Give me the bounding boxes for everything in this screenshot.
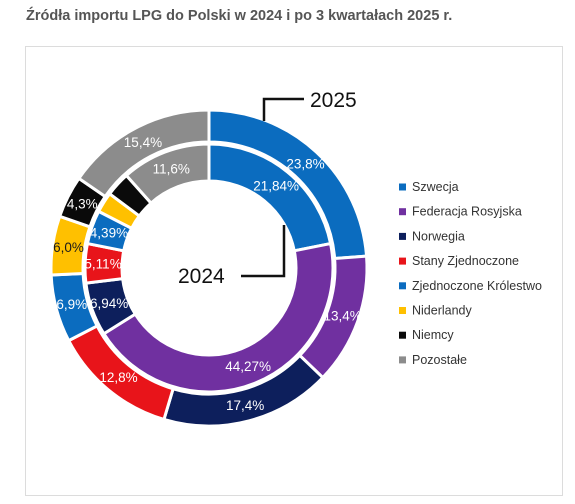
callouts: 2025 2024 bbox=[178, 89, 357, 288]
callout-line-inner bbox=[241, 225, 286, 278]
legend-swatch-niderlandy bbox=[399, 307, 406, 314]
page-title: Źródła importu LPG do Polski w 2024 i po… bbox=[26, 8, 453, 24]
outer-ring-2025 bbox=[49, 108, 369, 428]
legend-swatch-pozostale bbox=[399, 356, 406, 364]
double-donut-chart: 23,8% 13,4% 17,4% 12,8% 6,9% 6,0% 4,3% 15,4% 21,… bbox=[49, 89, 542, 428]
inner-slice-federacja-rosyjska bbox=[102, 242, 335, 394]
inner-label-federacja-rosyjska: 44,27% bbox=[225, 359, 271, 374]
inner-label-szwecja: 21,84% bbox=[253, 178, 299, 193]
callout-label-inner: 2024 bbox=[178, 265, 225, 288]
callout-line-outer bbox=[262, 97, 304, 121]
legend-swatch-niemcy bbox=[399, 331, 406, 339]
legend-swatch-federacja-rosyjska bbox=[399, 208, 406, 216]
outer-label-zjednoczone-krolestwo: 6,9% bbox=[56, 297, 87, 312]
legend-label-norwegia: Norwegia bbox=[412, 229, 465, 243]
legend-swatch-zjednoczone-krolestwo bbox=[399, 282, 406, 290]
outer-label-niemcy: 4,3% bbox=[67, 196, 98, 211]
legend-label-szwecja: Szwecja bbox=[412, 180, 459, 194]
legend-label-niderlandy: Niderlandy bbox=[412, 304, 473, 318]
legend-swatch-szwecja bbox=[399, 183, 406, 191]
legend-swatch-norwegia bbox=[399, 232, 406, 240]
outer-label-stany-zjednoczone: 12,8% bbox=[99, 370, 137, 385]
legend-label-pozostale: Pozostałe bbox=[412, 353, 467, 367]
outer-label-pozostale: 15,4% bbox=[124, 135, 162, 150]
callout-label-outer: 2025 bbox=[310, 89, 357, 112]
outer-label-norwegia: 17,4% bbox=[226, 398, 264, 413]
outer-slice-pozostale bbox=[77, 108, 211, 199]
legend-swatch-stany-zjednoczone bbox=[399, 257, 406, 265]
legend-label-niemcy: Niemcy bbox=[412, 328, 454, 342]
legend: Szwecja Federacja Rosyjska Norwegia Stany Z… bbox=[399, 180, 542, 367]
inner-label-norwegia: 6,94% bbox=[90, 296, 128, 311]
legend-label-stany-zjednoczone: Stany Zjednoczone bbox=[412, 254, 519, 268]
legend-label-federacja-rosyjska: Federacja Rosyjska bbox=[412, 205, 522, 219]
inner-ring-2024 bbox=[83, 142, 335, 394]
outer-label-federacja-rosyjska: 13,4% bbox=[323, 309, 361, 324]
outer-label-niderlandy: 6,0% bbox=[53, 240, 84, 255]
outer-label-szwecja: 23,8% bbox=[286, 156, 324, 171]
slice-labels: 23,8% 13,4% 17,4% 12,8% 6,9% 6,0% 4,3% 15,4% 21,… bbox=[53, 135, 362, 413]
chart-frame: 23,8% 13,4% 17,4% 12,8% 6,9% 6,0% 4,3% 15,4% 21,… bbox=[25, 46, 563, 496]
inner-label-pozostale: 11,6% bbox=[153, 161, 190, 176]
inner-slice-pozostale bbox=[124, 142, 211, 205]
inner-label-stany-zjednoczone: 5,11% bbox=[84, 256, 121, 271]
legend-label-zjednoczone-krolestwo: Zjednoczone Królestwo bbox=[412, 279, 542, 293]
inner-label-zjednoczone-krolestwo: 4,39% bbox=[90, 226, 128, 241]
